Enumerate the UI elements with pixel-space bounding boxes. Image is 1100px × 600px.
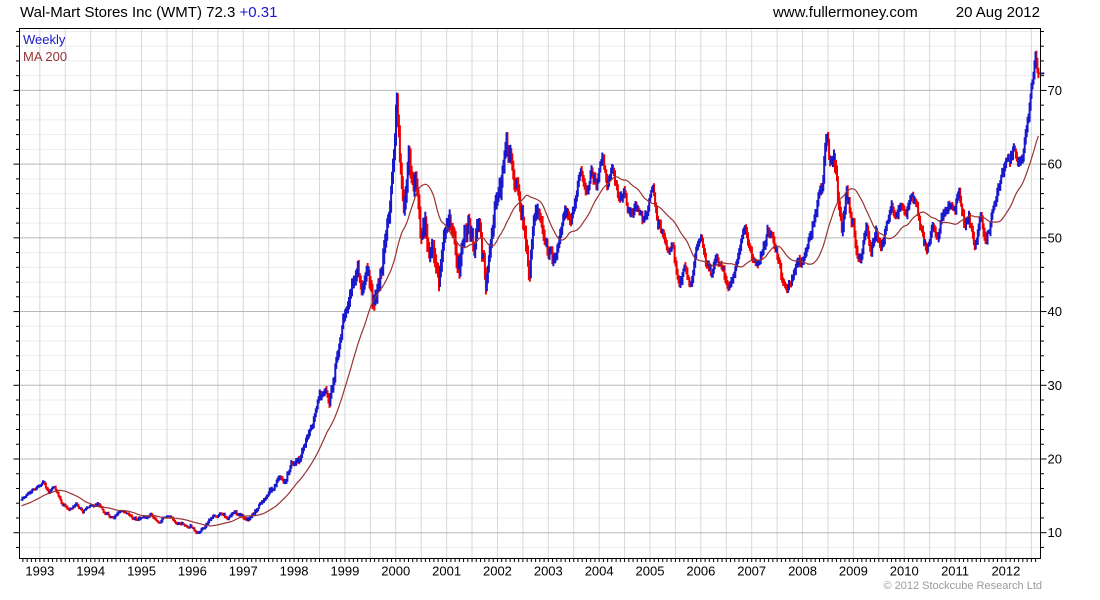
chart-legend: Weekly MA 200 — [23, 31, 67, 65]
header-right: www.fullermoney.com 20 Aug 2012 — [773, 4, 1040, 21]
axis-tick-label: 2011 — [941, 564, 969, 579]
axis-tick-label: 1997 — [229, 564, 258, 579]
axis-tick-label: 2006 — [686, 564, 715, 579]
axis-tick-label: 1993 — [25, 564, 54, 579]
axis-tick-label: 10 — [1048, 525, 1062, 540]
legend-ma-200: MA 200 — [23, 49, 68, 64]
axis-tick-label: 1996 — [178, 564, 207, 579]
axis-tick-label: 2000 — [381, 564, 410, 579]
weekly-down-bars — [22, 50, 1040, 535]
axis-tick-label: 2009 — [839, 564, 868, 579]
legend-weekly: Weekly — [23, 32, 66, 47]
axis-tick-label: 1998 — [280, 564, 309, 579]
page-title: Wal-Mart Stores Inc (WMT) 72.3 — [20, 4, 236, 21]
plot-border — [19, 28, 1041, 559]
axis-tick-label: 20 — [1048, 451, 1062, 466]
axis-tick-label: 2012 — [991, 564, 1020, 579]
axis-tick-label: 60 — [1048, 157, 1062, 172]
axis-tick-label: 50 — [1048, 230, 1062, 245]
axis-tick-label: 1999 — [330, 564, 359, 579]
axis-tick-label: 30 — [1048, 378, 1062, 393]
website-link[interactable]: www.fullermoney.com — [772, 4, 918, 21]
axis-tick-label: 2002 — [483, 564, 512, 579]
ma-200-line — [21, 135, 1039, 527]
axis-tick-label: 2004 — [585, 564, 614, 579]
axis-tick-label: 2001 — [432, 564, 461, 579]
axis-tick-label: 1995 — [127, 564, 156, 579]
axis-tick-label: 2010 — [890, 564, 919, 579]
chart-date: 20 Aug 2012 — [955, 4, 1040, 21]
weekly-up-bars — [20, 51, 1037, 534]
axis-tick-label: 70 — [1048, 83, 1062, 98]
axis-tick-label: 40 — [1048, 304, 1062, 319]
chart-header: Wal-Mart Stores Inc (WMT) 72.3 +0.31 — [20, 4, 277, 21]
copyright-notice: © 2012 Stockcube Research Ltd — [883, 580, 1042, 592]
axis-tick-label: 2003 — [534, 564, 563, 579]
axis-tick-label: 2005 — [636, 564, 665, 579]
axis-tick-label: 1994 — [76, 564, 105, 579]
axis-tick-label: 2007 — [737, 564, 766, 579]
axis-tick-label: 2008 — [788, 564, 817, 579]
price-change: +0.31 — [239, 4, 278, 21]
